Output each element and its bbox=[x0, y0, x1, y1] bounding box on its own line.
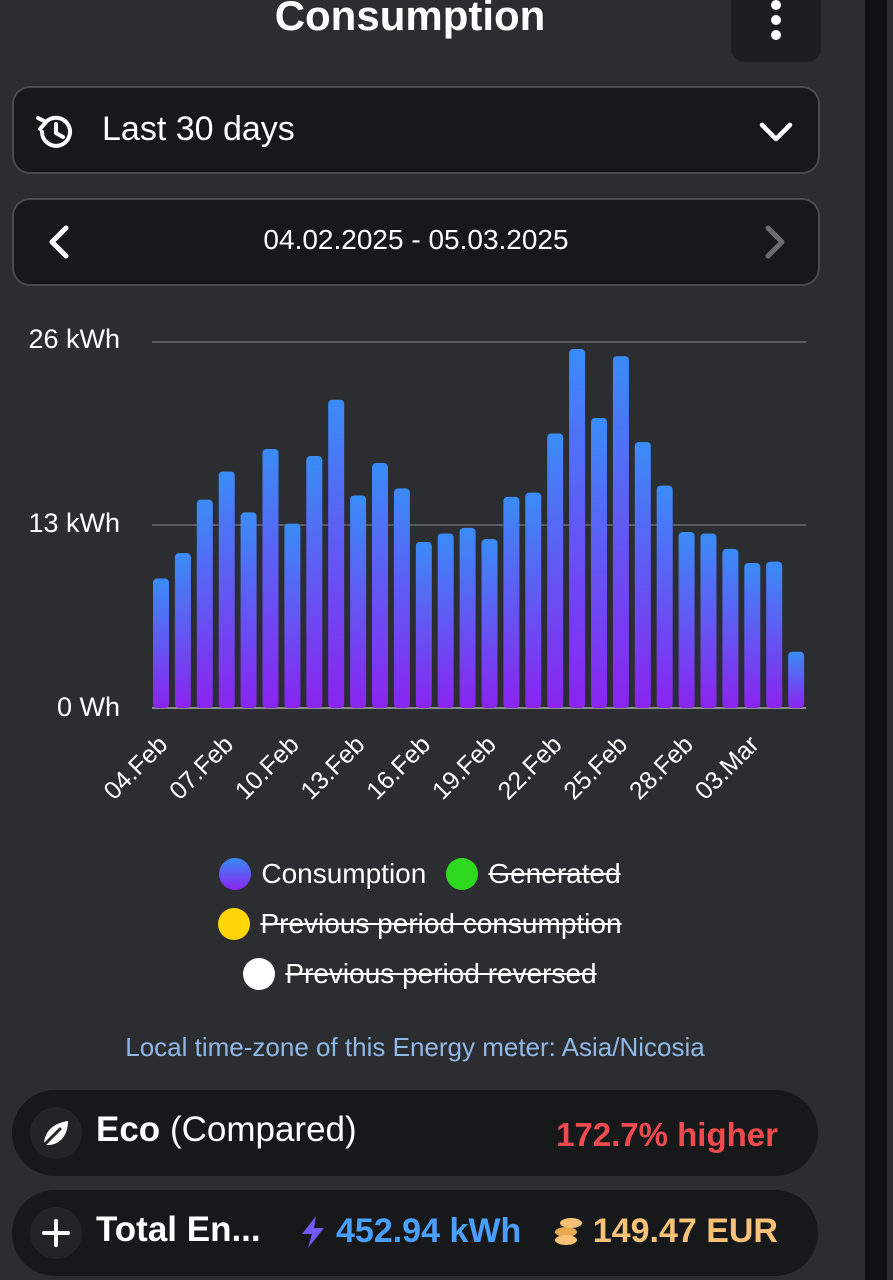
leaf-icon bbox=[40, 1121, 68, 1149]
coins-icon bbox=[554, 1217, 582, 1245]
legend-consumption[interactable]: Consumption bbox=[219, 858, 426, 890]
consumption-bar-chart: 04.Feb07.Feb10.Feb13.Feb16.Feb19.Feb22.F… bbox=[98, 341, 806, 805]
bar-16.Feb[interactable] bbox=[415, 541, 432, 708]
bar-14.Feb[interactable] bbox=[372, 463, 388, 708]
bar-03.Mar[interactable] bbox=[744, 563, 761, 708]
x-tick-label: 19.Feb bbox=[427, 730, 502, 805]
eco-subtitle: (Compared) bbox=[169, 1110, 357, 1149]
eco-title: Eco (Compared) bbox=[96, 1110, 357, 1150]
chevron-right-icon bbox=[765, 225, 785, 259]
plus-icon bbox=[42, 1219, 70, 1247]
bar-24.Feb[interactable] bbox=[591, 418, 607, 708]
x-tick-label: 13.Feb bbox=[295, 730, 370, 805]
bar-07.Feb[interactable] bbox=[218, 471, 235, 708]
x-tick-label: 22.Feb bbox=[493, 730, 568, 805]
x-tick-label: 07.Feb bbox=[164, 730, 239, 805]
chevron-left-icon[interactable] bbox=[42, 222, 74, 262]
date-range-label: 04.02.2025 - 05.03.2025 bbox=[263, 224, 569, 255]
x-tick-label: 10.Feb bbox=[230, 730, 305, 805]
legend-dot-consumption bbox=[219, 858, 252, 890]
bar-19.Feb[interactable] bbox=[481, 539, 498, 708]
legend-row-2: Previous period consumption bbox=[0, 908, 840, 940]
legend-label: Generated bbox=[488, 858, 621, 889]
x-tick-label: 16.Feb bbox=[361, 730, 436, 805]
x-tick-label: 25.Feb bbox=[558, 730, 633, 805]
history-icon bbox=[36, 115, 72, 148]
timezone-note: Local time-zone of this Energy meter: As… bbox=[125, 1032, 705, 1062]
y-tick-label: 0 Wh bbox=[56, 692, 120, 722]
legend-dot-generated bbox=[446, 858, 479, 890]
y-tick-label: 13 kWh bbox=[28, 508, 120, 538]
legend-label: Consumption bbox=[261, 858, 427, 889]
legend-dot-reversed bbox=[243, 958, 276, 990]
bar-27.Feb[interactable] bbox=[656, 485, 673, 708]
bar-26.Feb[interactable] bbox=[634, 441, 651, 708]
y-tick-label: 26 kWh bbox=[28, 324, 120, 354]
eco-title-main: Eco bbox=[96, 1110, 161, 1149]
bar-11.Feb[interactable] bbox=[306, 456, 323, 708]
eco-value: 172.7% higher bbox=[556, 1116, 778, 1153]
more-menu-button[interactable] bbox=[731, 0, 821, 62]
bolt-icon bbox=[302, 1215, 324, 1248]
bar-08.Feb[interactable] bbox=[240, 512, 257, 708]
period-select-label: Last 30 days bbox=[102, 110, 295, 148]
bar-10.Feb[interactable] bbox=[284, 523, 301, 708]
total-icon-circle bbox=[30, 1207, 82, 1259]
legend-previous-period-reversed[interactable]: Previous period reversed bbox=[243, 958, 597, 990]
bar-09.Feb[interactable] bbox=[262, 448, 279, 708]
total-kwh: 452.94 kWh bbox=[298, 1212, 521, 1251]
side-scroll-edge bbox=[843, 0, 893, 1280]
bar-21.Feb[interactable] bbox=[525, 492, 542, 708]
legend-previous-period-consumption[interactable]: Previous period consumption bbox=[218, 908, 622, 940]
total-eur: 149.47 EUR bbox=[551, 1212, 778, 1251]
bar-01.Mar[interactable] bbox=[700, 533, 717, 708]
total-energy-card[interactable]: Total En... 452.94 kWh 149.47 EUR bbox=[12, 1190, 818, 1276]
bar-25.Feb[interactable] bbox=[612, 356, 629, 708]
legend-generated[interactable]: Generated bbox=[446, 858, 621, 890]
date-range-navigator: 04.02.2025 - 05.03.2025 bbox=[12, 198, 820, 286]
x-tick-label: 03.Mar bbox=[690, 730, 765, 805]
total-kwh-value: 452.94 kWh bbox=[336, 1212, 522, 1250]
bar-17.Feb[interactable] bbox=[437, 533, 454, 708]
legend-row-1: Consumption Generated bbox=[0, 858, 840, 890]
bar-05.Feb[interactable] bbox=[174, 553, 191, 708]
chevron-down-icon bbox=[759, 122, 793, 142]
eco-card[interactable]: Eco (Compared) 172.7% higher bbox=[12, 1090, 818, 1176]
bar-22.Feb[interactable] bbox=[547, 433, 564, 709]
bar-18.Feb[interactable] bbox=[459, 527, 476, 708]
total-eur-value: 149.47 EUR bbox=[592, 1212, 778, 1250]
bar-12.Feb[interactable] bbox=[328, 399, 345, 708]
x-tick-label: 28.Feb bbox=[624, 730, 699, 805]
bar-06.Feb[interactable] bbox=[196, 499, 213, 708]
total-title: Total En... bbox=[96, 1210, 261, 1249]
bar-02.Mar[interactable] bbox=[722, 548, 739, 708]
legend-dot-previous bbox=[218, 908, 251, 940]
period-select[interactable]: Last 30 days bbox=[12, 86, 820, 174]
bar-05.Mar[interactable] bbox=[788, 651, 805, 708]
page-title: Consumption bbox=[274, 0, 546, 39]
bar-15.Feb[interactable] bbox=[393, 488, 410, 708]
bar-20.Feb[interactable] bbox=[503, 496, 520, 708]
eco-icon-circle bbox=[30, 1107, 82, 1159]
legend-label: Previous period consumption bbox=[260, 908, 622, 939]
bar-23.Feb[interactable] bbox=[569, 349, 586, 708]
bar-04.Feb[interactable] bbox=[153, 578, 169, 708]
bar-28.Feb[interactable] bbox=[678, 532, 695, 708]
x-tick-label: 04.Feb bbox=[98, 730, 173, 805]
legend-row-3: Previous period reversed bbox=[0, 958, 840, 990]
bar-13.Feb[interactable] bbox=[350, 495, 367, 708]
legend-label: Previous period reversed bbox=[285, 958, 597, 989]
bar-04.Mar[interactable] bbox=[766, 561, 783, 708]
